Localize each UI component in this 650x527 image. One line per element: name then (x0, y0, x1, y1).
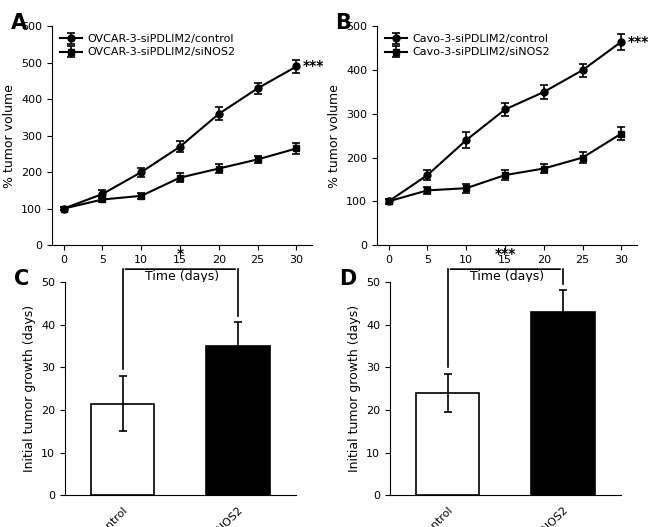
Bar (91, 404, 155, 495)
Y-axis label: % tumor volume: % tumor volume (328, 84, 341, 188)
Bar (206, 346, 270, 495)
Bar (531, 312, 595, 495)
Text: ***: *** (628, 35, 649, 48)
X-axis label: Time (days): Time (days) (470, 270, 544, 284)
Legend: Cavo-3-siPDLIM2/control, Cavo-3-siPDLIM2/siNOS2: Cavo-3-siPDLIM2/control, Cavo-3-siPDLIM2… (383, 32, 552, 60)
Text: A: A (10, 13, 27, 33)
Legend: OVCAR-3-siPDLIM2/control, OVCAR-3-siPDLIM2/siNOS2: OVCAR-3-siPDLIM2/control, OVCAR-3-siPDLI… (58, 32, 238, 60)
Text: ***: *** (303, 60, 324, 73)
Text: B: B (335, 13, 351, 33)
Bar (416, 393, 480, 495)
Text: C: C (14, 269, 29, 289)
Text: ***: *** (495, 247, 516, 260)
Y-axis label: % tumor volume: % tumor volume (3, 84, 16, 188)
Text: *: * (177, 247, 184, 260)
X-axis label: Time (days): Time (days) (145, 270, 219, 284)
Y-axis label: Initial tumor growth (days): Initial tumor growth (days) (348, 305, 361, 472)
Text: D: D (339, 269, 356, 289)
Y-axis label: Initial tumor growth (days): Initial tumor growth (days) (23, 305, 36, 472)
